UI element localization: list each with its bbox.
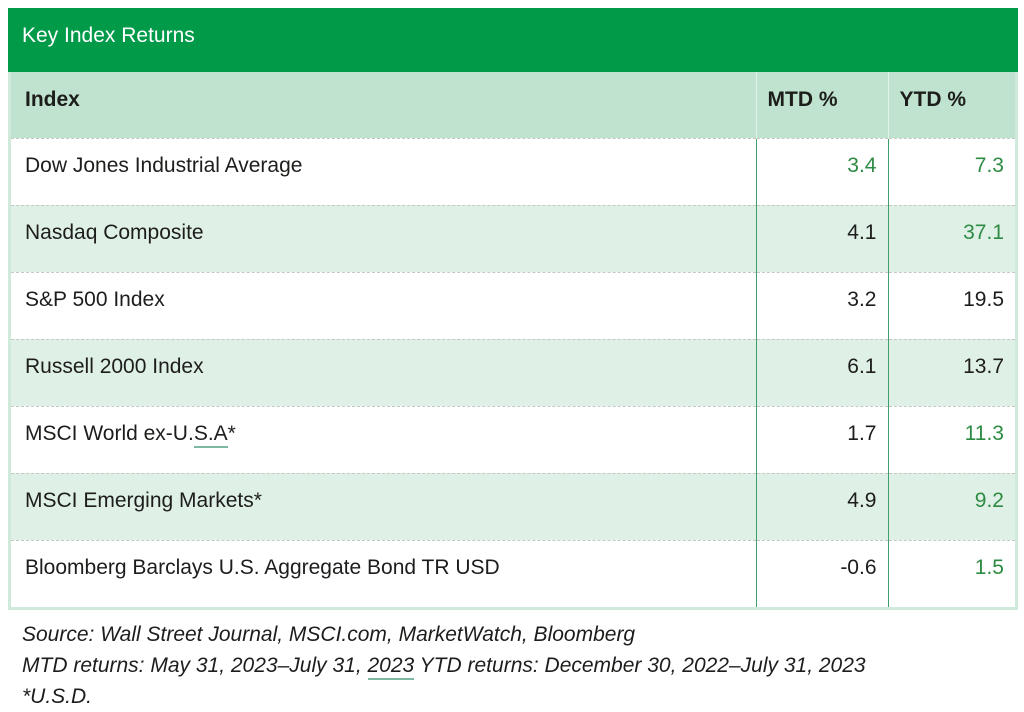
- index-name-cell: Russell 2000 Index: [11, 338, 756, 406]
- table-row: Nasdaq Composite 4.1 37.1: [11, 204, 1015, 272]
- table-row: Dow Jones Industrial Average 3.4 7.3: [11, 137, 1015, 205]
- mtd-value-cell: 6.1: [755, 338, 888, 406]
- ytd-value-cell: 19.5: [887, 271, 1015, 339]
- table-body: Dow Jones Industrial Average 3.4 7.3 Nasdaq…: [11, 137, 1015, 607]
- header-row: Index MTD % YTD %: [11, 72, 1015, 138]
- index-name-text: Russell 2000 Index: [25, 354, 204, 378]
- table-wrap: Index MTD % YTD % Dow Jones Industrial A…: [8, 72, 1018, 610]
- mtd-value-cell: 4.1: [755, 204, 888, 272]
- index-name-cell: Bloomberg Barclays U.S. Aggregate Bond T…: [11, 539, 756, 607]
- column-header-mtd: MTD %: [755, 72, 888, 138]
- index-name-cell: MSCI World ex-U.S.A*: [11, 405, 756, 473]
- ytd-value-cell: 13.7: [887, 338, 1015, 406]
- returns-note: MTD returns: May 31, 2023–July 31, 2023 …: [22, 650, 1018, 681]
- ytd-value-cell: 11.3: [887, 405, 1015, 473]
- returns-note-underlined: 2023: [367, 654, 415, 680]
- index-name-text: Nasdaq Composite: [25, 220, 204, 244]
- index-name-cell: Nasdaq Composite: [11, 204, 756, 272]
- index-name-cell: MSCI Emerging Markets*: [11, 472, 756, 540]
- index-name-suffix: *: [227, 421, 236, 445]
- ytd-value-cell: 9.2: [887, 472, 1015, 540]
- index-name-text: Bloomberg Barclays U.S. Aggregate Bond T…: [25, 555, 500, 579]
- index-name-text: S&P 500 Index: [25, 287, 165, 311]
- column-header-ytd: YTD %: [887, 72, 1015, 138]
- source-note: Source: Wall Street Journal, MSCI.com, M…: [22, 619, 1018, 650]
- table-row: Russell 2000 Index 6.1 13.7: [11, 338, 1015, 406]
- returns-note-pre: MTD returns: May 31, 2023–July 31,: [22, 654, 368, 677]
- mtd-value-cell: 1.7: [755, 405, 888, 473]
- table-header: Index MTD % YTD %: [11, 72, 1015, 138]
- index-name-cell: Dow Jones Industrial Average: [11, 137, 756, 205]
- mtd-value-cell: -0.6: [755, 539, 888, 607]
- table-row: Bloomberg Barclays U.S. Aggregate Bond T…: [11, 539, 1015, 607]
- returns-note-post: YTD returns: December 30, 2022–July 31, …: [414, 654, 866, 677]
- index-name-cell: S&P 500 Index: [11, 271, 756, 339]
- index-name-text: MSCI Emerging Markets*: [25, 488, 262, 512]
- table-row: MSCI Emerging Markets* 4.9 9.2: [11, 472, 1015, 540]
- column-header-index: Index: [11, 72, 756, 138]
- footnotes: Source: Wall Street Journal, MSCI.com, M…: [22, 619, 1018, 712]
- key-index-returns-card: Key Index Returns Index MTD % YTD % Dow …: [8, 8, 1018, 610]
- mtd-value-cell: 3.2: [755, 271, 888, 339]
- mtd-value-cell: 4.9: [755, 472, 888, 540]
- table-title: Key Index Returns: [22, 24, 195, 47]
- usd-note: *U.S.D.: [22, 685, 93, 708]
- table-row: S&P 500 Index 3.2 19.5: [11, 271, 1015, 339]
- ytd-value-cell: 37.1: [887, 204, 1015, 272]
- ytd-value-cell: 7.3: [887, 137, 1015, 205]
- source-note-text: Source: Wall Street Journal, MSCI.com, M…: [22, 623, 636, 646]
- ytd-value-cell: 1.5: [887, 539, 1015, 607]
- mtd-value-cell: 3.4: [755, 137, 888, 205]
- table-row: MSCI World ex-U.S.A* 1.7 11.3: [11, 405, 1015, 473]
- table-title-bar: Key Index Returns: [8, 8, 1018, 72]
- underlined-text: S.A: [193, 421, 228, 448]
- returns-table: Index MTD % YTD % Dow Jones Industrial A…: [11, 72, 1015, 607]
- index-name-text: MSCI World ex-U.: [25, 421, 194, 445]
- index-name-text: Dow Jones Industrial Average: [25, 153, 303, 177]
